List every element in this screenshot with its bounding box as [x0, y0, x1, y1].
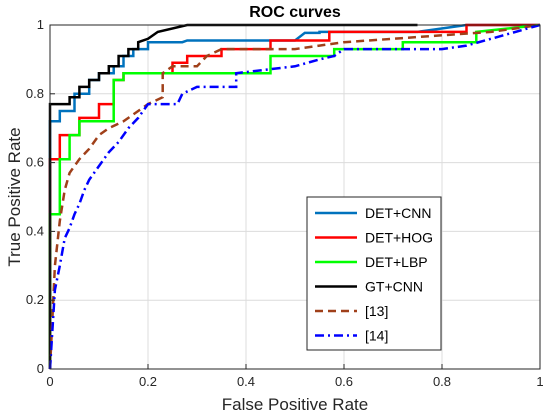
- legend-label: [13]: [365, 303, 388, 319]
- x-tick-label: 1: [536, 374, 543, 389]
- y-axis-title: True Positive Rate: [5, 127, 24, 266]
- legend-label: DET+CNN: [365, 205, 432, 221]
- x-tick-label: 0.6: [335, 374, 353, 389]
- legend-label: DET+HOG: [365, 230, 433, 246]
- axis-ticks: 0 0.2 0.4 0.6 0.8 1 0 0.2 0.4 0.6 0.8 1: [26, 17, 544, 389]
- legend-label: GT+CNN: [365, 279, 423, 295]
- series-line-14: [48, 23, 541, 370]
- legend-label: [14]: [365, 328, 388, 344]
- x-tick-label: 0.4: [237, 374, 255, 389]
- y-tick-label: 0.8: [26, 86, 44, 101]
- y-tick-label: 1: [37, 17, 44, 32]
- plot-series: [48, 23, 541, 370]
- x-tick-label: 0.8: [433, 374, 451, 389]
- series-line-det-lbp: [48, 23, 541, 369]
- legend-label: DET+LBP: [365, 254, 428, 270]
- x-tick-label: 0.2: [139, 374, 157, 389]
- y-tick-label: 0.2: [26, 292, 44, 307]
- y-tick-label: 0: [37, 361, 44, 376]
- x-axis-title: False Positive Rate: [222, 395, 368, 414]
- legend-box: [306, 196, 442, 351]
- chart-title: ROC curves: [249, 4, 341, 21]
- axes-box: [49, 24, 541, 370]
- x-tick-label: 0: [46, 374, 53, 389]
- y-tick-label: 0.4: [26, 223, 44, 238]
- series-line-13: [48, 23, 541, 370]
- series-line-det-cnn: [48, 23, 540, 369]
- series-line-gt-cnn: [48, 23, 418, 369]
- y-tick-label: 0.6: [26, 155, 44, 170]
- legend: DET+CNN DET+HOG DET+LBP GT+CNN [13] [14]: [306, 196, 442, 351]
